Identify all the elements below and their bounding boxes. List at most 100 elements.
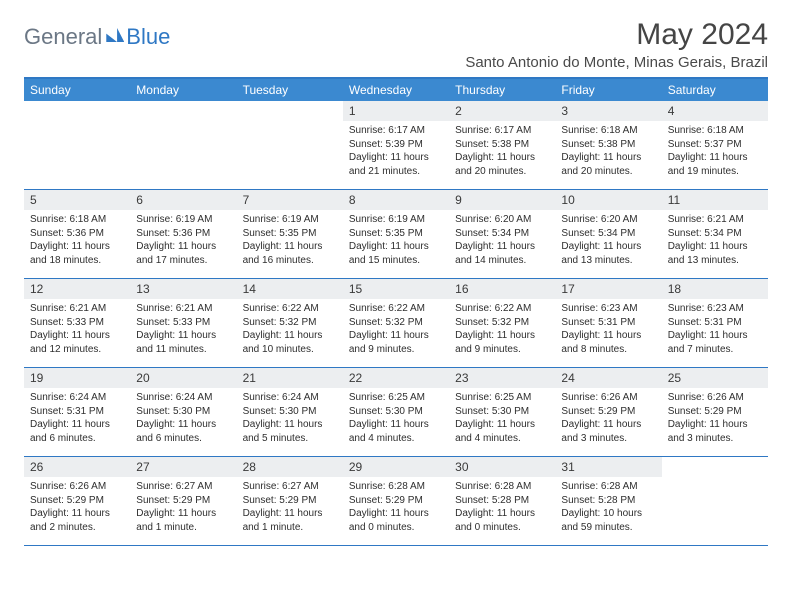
daylight-line2: and 9 minutes. <box>349 343 443 357</box>
day-number: 24 <box>555 368 661 388</box>
daylight-line1: Daylight: 11 hours <box>243 507 337 521</box>
day-info: Sunrise: 6:17 AMSunset: 5:38 PMDaylight:… <box>449 121 555 184</box>
daylight-line2: and 2 minutes. <box>30 521 124 535</box>
dow-sunday: Sunday <box>24 79 130 101</box>
day-number: 29 <box>343 457 449 477</box>
sunrise: Sunrise: 6:19 AM <box>136 213 230 227</box>
sunset: Sunset: 5:33 PM <box>30 316 124 330</box>
daylight-line2: and 5 minutes. <box>243 432 337 446</box>
day-info: Sunrise: 6:25 AMSunset: 5:30 PMDaylight:… <box>343 388 449 451</box>
week-row: 5Sunrise: 6:18 AMSunset: 5:36 PMDaylight… <box>24 190 768 279</box>
day-cell: 20Sunrise: 6:24 AMSunset: 5:30 PMDayligh… <box>130 368 236 456</box>
daylight-line2: and 6 minutes. <box>30 432 124 446</box>
sunrise: Sunrise: 6:24 AM <box>30 391 124 405</box>
sunrise: Sunrise: 6:26 AM <box>30 480 124 494</box>
daylight-line2: and 59 minutes. <box>561 521 655 535</box>
day-info: Sunrise: 6:21 AMSunset: 5:33 PMDaylight:… <box>130 299 236 362</box>
sunrise: Sunrise: 6:22 AM <box>349 302 443 316</box>
day-info: Sunrise: 6:26 AMSunset: 5:29 PMDaylight:… <box>24 477 130 540</box>
sunset: Sunset: 5:35 PM <box>349 227 443 241</box>
daylight-line2: and 21 minutes. <box>349 165 443 179</box>
day-info: Sunrise: 6:28 AMSunset: 5:28 PMDaylight:… <box>555 477 661 540</box>
day-cell: 24Sunrise: 6:26 AMSunset: 5:29 PMDayligh… <box>555 368 661 456</box>
sunrise: Sunrise: 6:22 AM <box>455 302 549 316</box>
sunset: Sunset: 5:30 PM <box>455 405 549 419</box>
daylight-line2: and 0 minutes. <box>455 521 549 535</box>
daylight-line2: and 16 minutes. <box>243 254 337 268</box>
day-cell: 5Sunrise: 6:18 AMSunset: 5:36 PMDaylight… <box>24 190 130 278</box>
daylight-line1: Daylight: 11 hours <box>349 418 443 432</box>
sunrise: Sunrise: 6:26 AM <box>668 391 762 405</box>
daylight-line1: Daylight: 11 hours <box>30 418 124 432</box>
daylight-line1: Daylight: 11 hours <box>30 507 124 521</box>
sunrise: Sunrise: 6:26 AM <box>561 391 655 405</box>
sunset: Sunset: 5:32 PM <box>349 316 443 330</box>
sunrise: Sunrise: 6:23 AM <box>668 302 762 316</box>
daylight-line1: Daylight: 11 hours <box>668 329 762 343</box>
day-number: 9 <box>449 190 555 210</box>
day-info: Sunrise: 6:23 AMSunset: 5:31 PMDaylight:… <box>555 299 661 362</box>
logo-text-general: General <box>24 24 102 50</box>
sunset: Sunset: 5:29 PM <box>561 405 655 419</box>
day-cell: 23Sunrise: 6:25 AMSunset: 5:30 PMDayligh… <box>449 368 555 456</box>
header: General Blue May 2024 Santo Antonio do M… <box>24 18 768 71</box>
day-info: Sunrise: 6:22 AMSunset: 5:32 PMDaylight:… <box>237 299 343 362</box>
month-title: May 2024 <box>465 18 768 52</box>
day-number: 16 <box>449 279 555 299</box>
sunset: Sunset: 5:34 PM <box>455 227 549 241</box>
dow-wednesday: Wednesday <box>343 79 449 101</box>
day-info: Sunrise: 6:20 AMSunset: 5:34 PMDaylight:… <box>449 210 555 273</box>
day-cell: 3Sunrise: 6:18 AMSunset: 5:38 PMDaylight… <box>555 101 661 189</box>
daylight-line2: and 4 minutes. <box>455 432 549 446</box>
daylight-line2: and 17 minutes. <box>136 254 230 268</box>
daylight-line1: Daylight: 11 hours <box>561 240 655 254</box>
empty-cell <box>662 457 768 545</box>
day-number: 26 <box>24 457 130 477</box>
day-cell: 11Sunrise: 6:21 AMSunset: 5:34 PMDayligh… <box>662 190 768 278</box>
sunrise: Sunrise: 6:21 AM <box>136 302 230 316</box>
daylight-line2: and 11 minutes. <box>136 343 230 357</box>
day-number: 19 <box>24 368 130 388</box>
sunset: Sunset: 5:32 PM <box>455 316 549 330</box>
day-number: 30 <box>449 457 555 477</box>
empty-cell <box>237 101 343 189</box>
day-cell: 2Sunrise: 6:17 AMSunset: 5:38 PMDaylight… <box>449 101 555 189</box>
day-info: Sunrise: 6:20 AMSunset: 5:34 PMDaylight:… <box>555 210 661 273</box>
daylight-line1: Daylight: 11 hours <box>668 151 762 165</box>
daylight-line1: Daylight: 11 hours <box>136 507 230 521</box>
day-cell: 1Sunrise: 6:17 AMSunset: 5:39 PMDaylight… <box>343 101 449 189</box>
sunrise: Sunrise: 6:24 AM <box>136 391 230 405</box>
sunset: Sunset: 5:29 PM <box>30 494 124 508</box>
sunset: Sunset: 5:31 PM <box>668 316 762 330</box>
daylight-line1: Daylight: 11 hours <box>349 240 443 254</box>
day-number: 18 <box>662 279 768 299</box>
sunset: Sunset: 5:31 PM <box>561 316 655 330</box>
day-cell: 6Sunrise: 6:19 AMSunset: 5:36 PMDaylight… <box>130 190 236 278</box>
sunset: Sunset: 5:38 PM <box>455 138 549 152</box>
daylight-line1: Daylight: 10 hours <box>561 507 655 521</box>
daylight-line1: Daylight: 11 hours <box>136 240 230 254</box>
daylight-line1: Daylight: 11 hours <box>30 240 124 254</box>
calendar-page: General Blue May 2024 Santo Antonio do M… <box>0 0 792 564</box>
logo-text-blue: Blue <box>126 24 170 50</box>
sunset: Sunset: 5:28 PM <box>561 494 655 508</box>
day-number: 25 <box>662 368 768 388</box>
day-of-week-row: SundayMondayTuesdayWednesdayThursdayFrid… <box>24 79 768 101</box>
sunrise: Sunrise: 6:18 AM <box>561 124 655 138</box>
day-cell: 12Sunrise: 6:21 AMSunset: 5:33 PMDayligh… <box>24 279 130 367</box>
sunrise: Sunrise: 6:21 AM <box>668 213 762 227</box>
day-info: Sunrise: 6:21 AMSunset: 5:34 PMDaylight:… <box>662 210 768 273</box>
daylight-line1: Daylight: 11 hours <box>243 329 337 343</box>
daylight-line1: Daylight: 11 hours <box>455 329 549 343</box>
day-number: 17 <box>555 279 661 299</box>
dow-friday: Friday <box>555 79 661 101</box>
sunset: Sunset: 5:30 PM <box>243 405 337 419</box>
day-number <box>24 101 130 121</box>
day-info: Sunrise: 6:28 AMSunset: 5:29 PMDaylight:… <box>343 477 449 540</box>
sunrise: Sunrise: 6:27 AM <box>243 480 337 494</box>
day-cell: 8Sunrise: 6:19 AMSunset: 5:35 PMDaylight… <box>343 190 449 278</box>
sunset: Sunset: 5:29 PM <box>668 405 762 419</box>
daylight-line2: and 14 minutes. <box>455 254 549 268</box>
daylight-line2: and 20 minutes. <box>455 165 549 179</box>
daylight-line2: and 6 minutes. <box>136 432 230 446</box>
